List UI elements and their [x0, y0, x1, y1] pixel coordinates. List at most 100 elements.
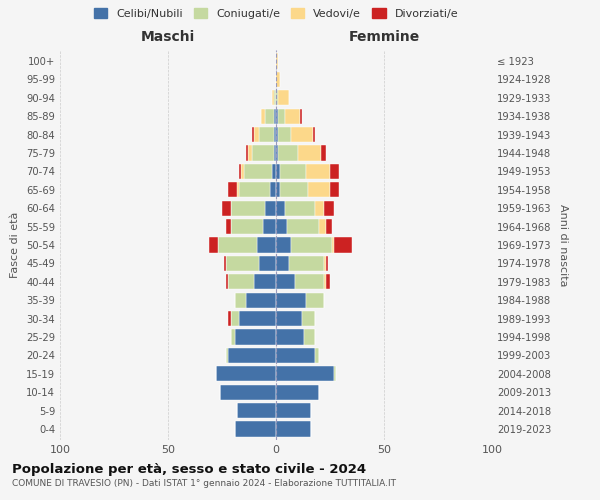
Bar: [252, 127, 254, 142]
Bar: [276, 127, 278, 142]
Bar: [274, 146, 276, 160]
Bar: [257, 238, 276, 252]
Bar: [278, 146, 298, 160]
Bar: [308, 182, 330, 198]
Text: Popolazione per età, sesso e stato civile - 2024: Popolazione per età, sesso e stato civil…: [12, 462, 366, 475]
Y-axis label: Fasce di età: Fasce di età: [10, 212, 20, 278]
Bar: [291, 238, 332, 252]
Bar: [254, 127, 259, 142]
Bar: [276, 274, 295, 289]
Bar: [304, 330, 315, 344]
Bar: [295, 274, 323, 289]
Bar: [265, 200, 276, 216]
Bar: [306, 164, 330, 179]
Bar: [280, 164, 306, 179]
Bar: [226, 274, 229, 289]
Text: Femmine: Femmine: [349, 30, 419, 44]
Bar: [235, 330, 276, 344]
Bar: [246, 146, 248, 160]
Bar: [254, 274, 276, 289]
Bar: [276, 182, 280, 198]
Bar: [230, 219, 263, 234]
Bar: [276, 384, 319, 400]
Bar: [274, 127, 276, 142]
Bar: [222, 200, 230, 216]
Bar: [276, 238, 291, 252]
Bar: [280, 182, 308, 198]
Bar: [278, 127, 291, 142]
Bar: [330, 182, 338, 198]
Bar: [224, 256, 226, 271]
Bar: [230, 200, 265, 216]
Bar: [322, 146, 326, 160]
Bar: [215, 366, 276, 382]
Bar: [289, 256, 323, 271]
Bar: [323, 274, 326, 289]
Bar: [209, 238, 218, 252]
Bar: [226, 256, 259, 271]
Bar: [326, 219, 332, 234]
Bar: [276, 200, 284, 216]
Bar: [276, 54, 278, 68]
Bar: [276, 164, 280, 179]
Bar: [291, 127, 313, 142]
Bar: [315, 348, 319, 363]
Bar: [230, 330, 235, 344]
Bar: [284, 200, 315, 216]
Bar: [276, 146, 278, 160]
Bar: [276, 108, 278, 124]
Bar: [220, 384, 276, 400]
Bar: [276, 90, 278, 106]
Y-axis label: Anni di nascita: Anni di nascita: [558, 204, 568, 286]
Bar: [226, 219, 230, 234]
Bar: [239, 182, 269, 198]
Bar: [229, 348, 276, 363]
Bar: [274, 90, 276, 106]
Bar: [332, 238, 334, 252]
Bar: [313, 127, 315, 142]
Bar: [276, 403, 311, 418]
Bar: [326, 256, 328, 271]
Bar: [235, 292, 246, 308]
Bar: [276, 330, 304, 344]
Bar: [276, 348, 315, 363]
Bar: [334, 366, 337, 382]
Bar: [246, 292, 276, 308]
Bar: [229, 274, 254, 289]
Bar: [334, 238, 352, 252]
Bar: [315, 200, 323, 216]
Bar: [235, 422, 276, 436]
Bar: [226, 348, 229, 363]
Bar: [248, 146, 252, 160]
Bar: [274, 108, 276, 124]
Bar: [323, 200, 334, 216]
Bar: [302, 311, 315, 326]
Bar: [259, 127, 274, 142]
Bar: [306, 292, 323, 308]
Bar: [230, 311, 239, 326]
Text: Maschi: Maschi: [141, 30, 195, 44]
Text: COMUNE DI TRAVESIO (PN) - Dati ISTAT 1° gennaio 2024 - Elaborazione TUTTITALIA.I: COMUNE DI TRAVESIO (PN) - Dati ISTAT 1° …: [12, 479, 396, 488]
Bar: [287, 219, 319, 234]
Bar: [330, 164, 338, 179]
Bar: [269, 182, 276, 198]
Bar: [319, 219, 326, 234]
Legend: Celibi/Nubili, Coniugati/e, Vedovi/e, Divorziati/e: Celibi/Nubili, Coniugati/e, Vedovi/e, Di…: [89, 4, 463, 24]
Bar: [276, 422, 311, 436]
Bar: [218, 238, 257, 252]
Bar: [237, 403, 276, 418]
Bar: [326, 274, 330, 289]
Bar: [272, 90, 274, 106]
Bar: [276, 72, 280, 87]
Bar: [244, 164, 272, 179]
Bar: [239, 164, 241, 179]
Bar: [284, 108, 300, 124]
Bar: [276, 311, 302, 326]
Bar: [263, 219, 276, 234]
Bar: [278, 108, 284, 124]
Bar: [229, 311, 230, 326]
Bar: [298, 146, 322, 160]
Bar: [229, 182, 237, 198]
Bar: [265, 108, 274, 124]
Bar: [276, 256, 289, 271]
